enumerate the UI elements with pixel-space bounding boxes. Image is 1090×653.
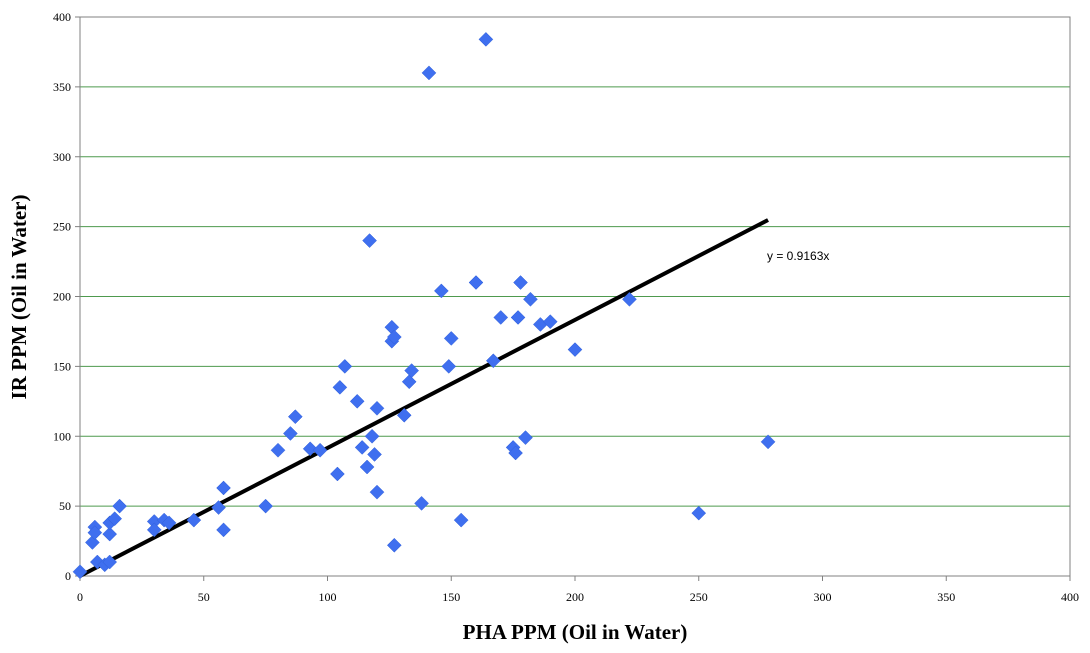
data-point (258, 498, 273, 514)
data-points (72, 32, 776, 580)
y-axis-title: IR PPM (Oil in Water) (7, 195, 31, 400)
data-point (216, 480, 231, 496)
data-point (508, 445, 523, 461)
data-point (369, 484, 385, 500)
data-point (401, 374, 417, 390)
data-point (211, 500, 226, 515)
data-point (146, 522, 162, 538)
data-point (421, 65, 437, 81)
y-tick-label: 300 (53, 150, 71, 164)
data-point (337, 359, 353, 374)
data-point (312, 442, 328, 458)
data-point (478, 32, 494, 47)
data-point (760, 434, 776, 450)
trendline-group (79, 218, 769, 578)
data-point (362, 233, 377, 248)
data-point (186, 512, 202, 528)
data-point (216, 522, 231, 538)
data-point (404, 363, 420, 378)
data-point (367, 447, 382, 462)
y-tick-label: 200 (53, 290, 71, 304)
data-point (567, 342, 583, 357)
y-tick-label: 0 (65, 569, 71, 583)
x-tick-label: 350 (937, 590, 955, 604)
data-point (359, 459, 375, 475)
trendline (79, 218, 769, 578)
data-point (468, 275, 484, 290)
data-point (354, 440, 370, 455)
data-point (161, 515, 177, 531)
data-point (72, 564, 88, 580)
data-point (369, 400, 385, 416)
data-point (414, 495, 429, 511)
x-axis-title: PHA PPM (Oil in Water) (463, 620, 688, 644)
data-point (510, 310, 526, 325)
data-point (386, 537, 402, 553)
data-point (443, 331, 459, 346)
data-point (102, 554, 118, 570)
data-point (386, 329, 402, 345)
x-tick-label: 400 (1061, 590, 1079, 604)
data-point (87, 525, 103, 541)
data-point (523, 291, 538, 307)
data-point (287, 409, 303, 425)
x-tick-label: 50 (198, 590, 210, 604)
data-point (542, 314, 558, 330)
data-point (691, 505, 707, 521)
data-point (493, 310, 509, 325)
data-point (441, 359, 457, 374)
data-point (396, 407, 412, 423)
data-point (102, 526, 118, 542)
data-point (433, 283, 449, 299)
x-tick-label: 250 (690, 590, 708, 604)
y-tick-label: 50 (59, 499, 71, 513)
x-tick-label: 0 (77, 590, 83, 604)
y-tick-label: 150 (53, 359, 71, 373)
x-tick-label: 300 (814, 590, 832, 604)
y-tick-label: 250 (53, 220, 71, 234)
data-point (283, 426, 298, 441)
data-point (513, 275, 528, 290)
y-tick-label: 400 (53, 10, 71, 24)
data-point (622, 291, 637, 307)
data-point (332, 379, 348, 395)
x-tick-label: 100 (319, 590, 337, 604)
y-tick-label: 350 (53, 80, 71, 94)
data-point (364, 428, 380, 444)
data-point (349, 393, 365, 409)
axis-ticks: 0 50 100 150 200 250 300 350 400 0 50 100 150 200 250 3… (53, 10, 1079, 604)
x-tick-label: 150 (442, 590, 460, 604)
data-point (107, 511, 123, 527)
data-point (330, 466, 345, 482)
data-point (453, 512, 469, 528)
y-tick-label: 100 (53, 429, 71, 443)
x-tick-label: 200 (566, 590, 584, 604)
data-point (112, 498, 127, 514)
trendline-equation-label: y = 0.9163x (767, 249, 829, 263)
data-point (270, 442, 286, 458)
gridlines (80, 86, 1070, 507)
data-point (518, 430, 533, 446)
data-point (485, 353, 501, 369)
data-point (302, 441, 318, 457)
